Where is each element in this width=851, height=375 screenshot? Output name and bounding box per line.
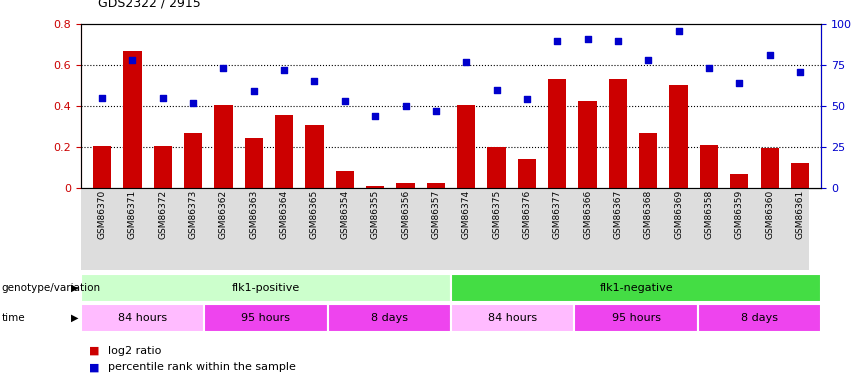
Bar: [730, 174, 748, 188]
Text: GSM86371: GSM86371: [128, 190, 137, 239]
Text: percentile rank within the sample: percentile rank within the sample: [108, 363, 296, 372]
Bar: [397, 183, 414, 188]
Point: [95, 95, 109, 101]
Point: [156, 95, 169, 101]
Bar: [579, 101, 597, 188]
Text: ■: ■: [89, 346, 100, 355]
Text: flk1-positive: flk1-positive: [231, 283, 300, 293]
Point: [702, 65, 716, 71]
Text: GSM86359: GSM86359: [734, 190, 744, 239]
Bar: [81, 274, 451, 302]
Bar: [451, 304, 574, 332]
Bar: [451, 274, 821, 302]
Point: [429, 108, 443, 114]
Bar: [426, 183, 445, 188]
Text: GSM86363: GSM86363: [249, 190, 259, 239]
Bar: [306, 125, 323, 188]
Point: [520, 96, 534, 102]
Point: [551, 38, 564, 44]
Text: GSM86366: GSM86366: [583, 190, 592, 239]
Bar: [700, 145, 718, 188]
Text: GSM86362: GSM86362: [219, 190, 228, 239]
Text: ▶: ▶: [71, 313, 78, 323]
Text: genotype/variation: genotype/variation: [2, 283, 100, 293]
Text: GSM86357: GSM86357: [431, 190, 440, 239]
Point: [793, 69, 807, 75]
Point: [460, 59, 473, 65]
Point: [642, 57, 655, 63]
Text: GSM86358: GSM86358: [705, 190, 713, 239]
Text: 8 days: 8 days: [371, 313, 408, 323]
Text: GDS2322 / 2915: GDS2322 / 2915: [98, 0, 201, 9]
Text: GSM86361: GSM86361: [796, 190, 804, 239]
Point: [671, 28, 685, 34]
Text: log2 ratio: log2 ratio: [108, 346, 162, 355]
Bar: [608, 80, 627, 188]
Text: ▶: ▶: [71, 283, 78, 293]
Bar: [574, 304, 698, 332]
Bar: [204, 304, 328, 332]
Point: [277, 67, 291, 73]
Point: [368, 113, 382, 119]
Bar: [488, 147, 505, 188]
Text: GSM86354: GSM86354: [340, 190, 349, 239]
Text: GSM86364: GSM86364: [280, 190, 288, 239]
Point: [126, 57, 140, 63]
Bar: [328, 304, 451, 332]
Point: [247, 88, 260, 94]
Text: GSM86365: GSM86365: [310, 190, 319, 239]
Text: GSM86355: GSM86355: [371, 190, 380, 239]
Point: [611, 38, 625, 44]
Bar: [245, 138, 263, 188]
Point: [580, 36, 594, 42]
Text: 95 hours: 95 hours: [242, 313, 290, 323]
Bar: [457, 105, 476, 188]
Bar: [761, 148, 779, 188]
Bar: [517, 159, 536, 188]
Text: GSM86368: GSM86368: [643, 190, 653, 239]
Text: 8 days: 8 days: [741, 313, 778, 323]
Point: [399, 103, 413, 109]
Text: 95 hours: 95 hours: [612, 313, 660, 323]
Text: GSM86373: GSM86373: [189, 190, 197, 239]
Text: GSM86369: GSM86369: [674, 190, 683, 239]
Text: GSM86367: GSM86367: [614, 190, 622, 239]
Text: GSM86370: GSM86370: [98, 190, 106, 239]
Bar: [93, 146, 111, 188]
Bar: [639, 134, 657, 188]
Text: GSM86372: GSM86372: [158, 190, 168, 239]
Text: GSM86360: GSM86360: [765, 190, 774, 239]
Bar: [548, 80, 566, 188]
Bar: [214, 105, 232, 188]
Point: [338, 98, 351, 104]
Text: flk1-negative: flk1-negative: [599, 283, 673, 293]
Bar: [123, 51, 141, 188]
Text: GSM86377: GSM86377: [553, 190, 562, 239]
Text: GSM86374: GSM86374: [462, 190, 471, 239]
Bar: [184, 134, 203, 188]
Text: time: time: [2, 313, 26, 323]
Bar: [154, 146, 172, 188]
Bar: [275, 115, 294, 188]
Point: [217, 65, 231, 71]
Bar: [81, 304, 204, 332]
Point: [733, 80, 746, 86]
Point: [762, 53, 776, 58]
Text: ■: ■: [89, 363, 100, 372]
Point: [186, 100, 200, 106]
Point: [308, 78, 322, 84]
Text: GSM86356: GSM86356: [401, 190, 410, 239]
Bar: [698, 304, 821, 332]
Bar: [336, 171, 354, 188]
Text: 84 hours: 84 hours: [488, 313, 537, 323]
Text: GSM86375: GSM86375: [492, 190, 501, 239]
Text: GSM86376: GSM86376: [523, 190, 531, 239]
Bar: [670, 84, 688, 188]
Bar: [366, 186, 385, 188]
Bar: [791, 163, 809, 188]
Point: [489, 87, 503, 93]
Text: 84 hours: 84 hours: [118, 313, 167, 323]
